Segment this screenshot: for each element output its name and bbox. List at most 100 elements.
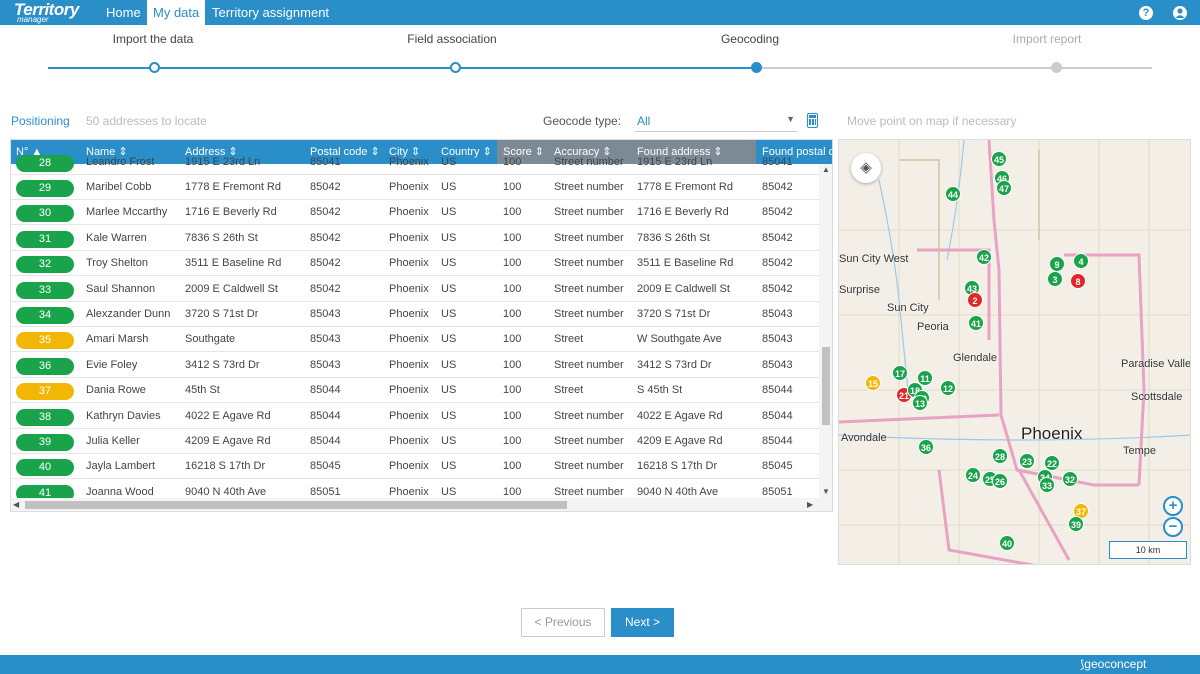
- cell-postal: 85042: [310, 257, 341, 270]
- horizontal-scrollbar[interactable]: ◀ ▶: [11, 498, 832, 511]
- map-pin[interactable]: 15: [865, 375, 881, 391]
- zoom-out-icon[interactable]: −: [1163, 517, 1183, 537]
- map-pin[interactable]: 11: [917, 370, 933, 386]
- cell-name: Julia Keller: [86, 435, 140, 447]
- table-row[interactable]: 34 Alexzander Dunn 3720 S 71st Dr 85043 Phoe…: [11, 302, 819, 327]
- map-place-label: Scottsdale: [1131, 391, 1183, 403]
- row-number-badge: 35: [16, 332, 74, 350]
- map-pin[interactable]: 9: [1049, 256, 1065, 272]
- cell-postal: 85043: [310, 333, 341, 346]
- cell-city: Phoenix: [389, 206, 429, 219]
- cell-score: 100: [503, 358, 522, 371]
- table-row[interactable]: 33 Saul Shannon 2009 E Caldwell St 85042 Pho…: [11, 277, 819, 302]
- map-pin[interactable]: 26: [992, 473, 1008, 489]
- table-row[interactable]: 37 Dania Rowe 45th St 85044 Phoenix US 100 Stre…: [11, 378, 819, 404]
- table-row[interactable]: 35 Amari Marsh Southgate 85043 Phoenix US 100 S…: [11, 327, 819, 353]
- table-row[interactable]: 39 Julia Keller 4209 E Agave Rd 85044 Phoeni…: [11, 429, 819, 454]
- cell-name: Maribel Cobb: [86, 181, 152, 193]
- table-row[interactable]: 38 Kathryn Davies 4022 E Agave Rd 85044 Phoe…: [11, 404, 819, 429]
- cell-address: 4209 E Agave Rd: [185, 435, 271, 447]
- vertical-scroll-thumb[interactable]: [822, 347, 830, 425]
- col-header-score[interactable]: Score ⇕: [497, 140, 548, 164]
- row-number-badge: 36: [16, 357, 74, 375]
- calculator-icon[interactable]: [807, 113, 818, 128]
- scroll-down-icon[interactable]: ▼: [822, 487, 830, 496]
- map-pin[interactable]: 24: [965, 467, 981, 483]
- table-row[interactable]: 31 Kale Warren 7836 S 26th St 85042 Phoenix U…: [11, 226, 819, 251]
- geocode-type-select[interactable]: All ▼: [635, 110, 797, 132]
- nav-home[interactable]: Home: [106, 5, 141, 20]
- map-pin[interactable]: 32: [1062, 471, 1078, 487]
- cell-found-postal: 85044: [762, 435, 793, 447]
- map-pin[interactable]: 42: [976, 249, 992, 265]
- cell-address: 1915 E 23rd Ln: [185, 156, 261, 168]
- zoom-in-icon[interactable]: +: [1163, 496, 1183, 516]
- map-pin[interactable]: 45: [991, 151, 1007, 167]
- territory-manager-logo[interactable]: Territory manager: [14, 1, 84, 24]
- map-pin[interactable]: 23: [1019, 453, 1035, 469]
- col-header-city[interactable]: City ⇕: [389, 146, 421, 158]
- map-pin[interactable]: 13: [912, 395, 928, 411]
- map-pin[interactable]: 2: [967, 292, 983, 308]
- col-header-country[interactable]: Country ⇕: [441, 146, 492, 158]
- map-place-label: Phoenix: [1021, 424, 1083, 443]
- table-row[interactable]: 36 Evie Foley 3412 S 73rd Dr 85043 Phoenix US…: [11, 353, 819, 378]
- cell-accuracy: Street number: [554, 409, 624, 422]
- map-pin[interactable]: 3: [1047, 271, 1063, 287]
- nav-my-data[interactable]: My data: [147, 0, 206, 25]
- col-header-accuracy[interactable]: Accuracy ⇕: [548, 140, 631, 164]
- map-pin[interactable]: 8: [1070, 273, 1086, 289]
- cell-accuracy: Street number: [554, 460, 624, 473]
- map-pin[interactable]: 36: [918, 439, 934, 455]
- col-header-found-postal[interactable]: Found postal c: [762, 146, 833, 158]
- map-pin[interactable]: 17: [892, 365, 908, 381]
- cell-address: 9040 N 40th Ave: [185, 485, 267, 498]
- table-row[interactable]: 28 Leandro Frost 1915 E 23rd Ln 85041 Phoeni…: [11, 150, 819, 175]
- table-row[interactable]: 32 Troy Shelton 3511 E Baseline Rd 85042 Pho…: [11, 251, 819, 277]
- map-pin[interactable]: 39: [1068, 516, 1084, 532]
- cell-city: Phoenix: [389, 435, 429, 447]
- cell-found-postal: 85041: [762, 156, 793, 168]
- cell-country: US: [441, 384, 457, 397]
- row-number-badge: 31: [16, 230, 74, 248]
- layers-icon[interactable]: ◈: [851, 153, 881, 183]
- vertical-scrollbar[interactable]: ▲ ▼: [819, 164, 832, 498]
- cell-postal: 85042: [310, 206, 341, 219]
- cell-city: Phoenix: [389, 282, 429, 295]
- map-pin[interactable]: 40: [999, 535, 1015, 551]
- step-label-field-association: Field association: [407, 32, 497, 46]
- user-icon[interactable]: [1173, 6, 1187, 20]
- map-pin[interactable]: 12: [940, 380, 956, 396]
- cell-city: Phoenix: [389, 181, 429, 193]
- table-row[interactable]: 29 Maribel Cobb 1778 E Fremont Rd 85042 Phoe…: [11, 175, 819, 200]
- cell-country: US: [441, 308, 457, 320]
- scroll-left-icon[interactable]: ◀: [13, 500, 20, 509]
- cell-address: 45th St: [185, 384, 220, 397]
- geocoding-map[interactable]: Sun City West Surprise Sun City Peoria Glend…: [838, 139, 1191, 565]
- map-pin[interactable]: 33: [1039, 477, 1055, 493]
- map-pin[interactable]: 22: [1044, 455, 1060, 471]
- help-icon[interactable]: ?: [1139, 6, 1153, 20]
- scroll-up-icon[interactable]: ▲: [822, 165, 830, 174]
- col-header-address[interactable]: Address ⇕: [185, 146, 238, 158]
- map-pin[interactable]: 41: [968, 315, 984, 331]
- previous-button[interactable]: < Previous: [521, 608, 605, 637]
- table-header: N° ▲ Name ⇕ Address ⇕ Postal code ⇕ City…: [11, 140, 833, 164]
- nav-territory-assignment[interactable]: Territory assignment: [212, 5, 330, 20]
- col-header-postal-code[interactable]: Postal code ⇕: [310, 146, 380, 158]
- table-row[interactable]: 30 Marlee Mccarthy 1716 E Beverly Rd 85042 P…: [11, 200, 819, 226]
- map-pin[interactable]: 47: [996, 180, 1012, 196]
- next-button[interactable]: Next >: [611, 608, 674, 637]
- horizontal-scroll-thumb[interactable]: [25, 501, 567, 509]
- map-pin[interactable]: 4: [1073, 253, 1089, 269]
- table-row[interactable]: 40 Jayla Lambert 16218 S 17th Dr 85045 Phoen…: [11, 454, 819, 480]
- row-number-badge: 40: [16, 459, 74, 477]
- map-place-label: Avondale: [841, 432, 887, 444]
- map-pin[interactable]: 44: [945, 186, 961, 202]
- col-header-found-address[interactable]: Found address ⇕: [631, 140, 756, 164]
- scroll-right-icon[interactable]: ▶: [807, 500, 814, 509]
- positioning-label[interactable]: Positioning: [11, 114, 70, 128]
- map-pin[interactable]: 28: [992, 448, 1008, 464]
- cell-score: 100: [503, 409, 522, 422]
- col-header-name[interactable]: Name ⇕: [86, 146, 128, 158]
